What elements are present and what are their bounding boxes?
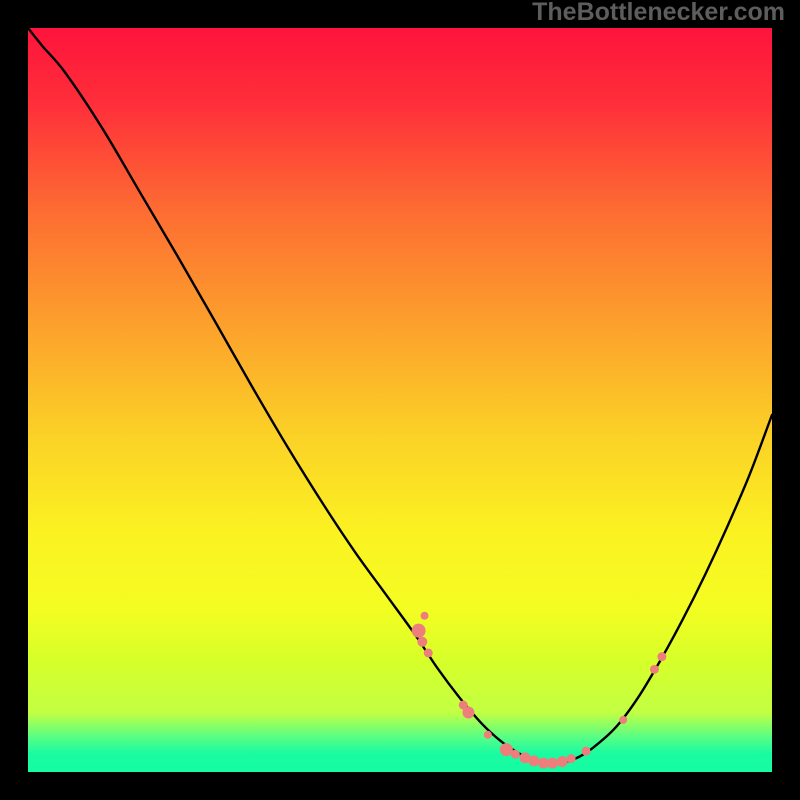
- data-marker: [528, 755, 539, 766]
- data-marker: [650, 665, 659, 674]
- data-marker: [417, 637, 427, 647]
- watermark-text: TheBottlenecker.com: [532, 0, 785, 27]
- chart-svg: [0, 0, 800, 800]
- data-marker: [421, 612, 429, 620]
- data-marker: [567, 754, 576, 763]
- data-marker: [484, 731, 492, 739]
- data-marker: [582, 747, 591, 756]
- data-marker: [619, 716, 627, 724]
- data-marker: [657, 652, 666, 661]
- data-marker: [462, 706, 474, 718]
- chart-frame: [0, 0, 800, 800]
- data-marker: [511, 750, 520, 759]
- data-marker: [547, 758, 558, 769]
- data-marker: [557, 756, 568, 767]
- data-marker: [412, 624, 426, 638]
- data-marker: [424, 648, 433, 657]
